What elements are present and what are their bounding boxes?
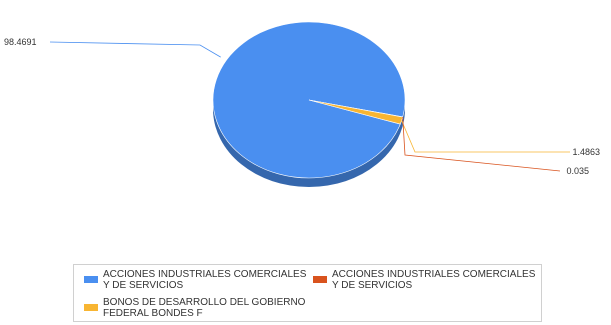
- legend-swatch: [313, 276, 327, 283]
- legend-label: ACCIONES INDUSTRIALES COMERCIALES Y DE S…: [332, 269, 536, 291]
- legend: ACCIONES INDUSTRIALES COMERCIALES Y DE S…: [73, 264, 542, 322]
- data-label: 98.4691: [4, 37, 37, 47]
- legend-swatch: [84, 276, 98, 283]
- leader-line: [401, 120, 570, 153]
- leader-line: [49, 41, 221, 58]
- legend-label: BONOS DE DESARROLLO DEL GOBIERNO FEDERAL…: [103, 297, 306, 319]
- data-label: 1.4863: [572, 147, 600, 157]
- legend-item: ACCIONES INDUSTRIALES COMERCIALES Y DE S…: [84, 269, 308, 291]
- legend-label: ACCIONES INDUSTRIALES COMERCIALES Y DE S…: [103, 269, 307, 291]
- data-label: 0.035: [566, 166, 589, 176]
- legend-swatch: [84, 304, 98, 311]
- leader-line: [402, 116, 561, 172]
- legend-item: BONOS DE DESARROLLO DEL GOBIERNO FEDERAL…: [84, 297, 308, 319]
- legend-item: ACCIONES INDUSTRIALES COMERCIALES Y DE S…: [313, 269, 537, 291]
- pie-chart: 98.4691 1.4863 0.035: [4, 21, 600, 187]
